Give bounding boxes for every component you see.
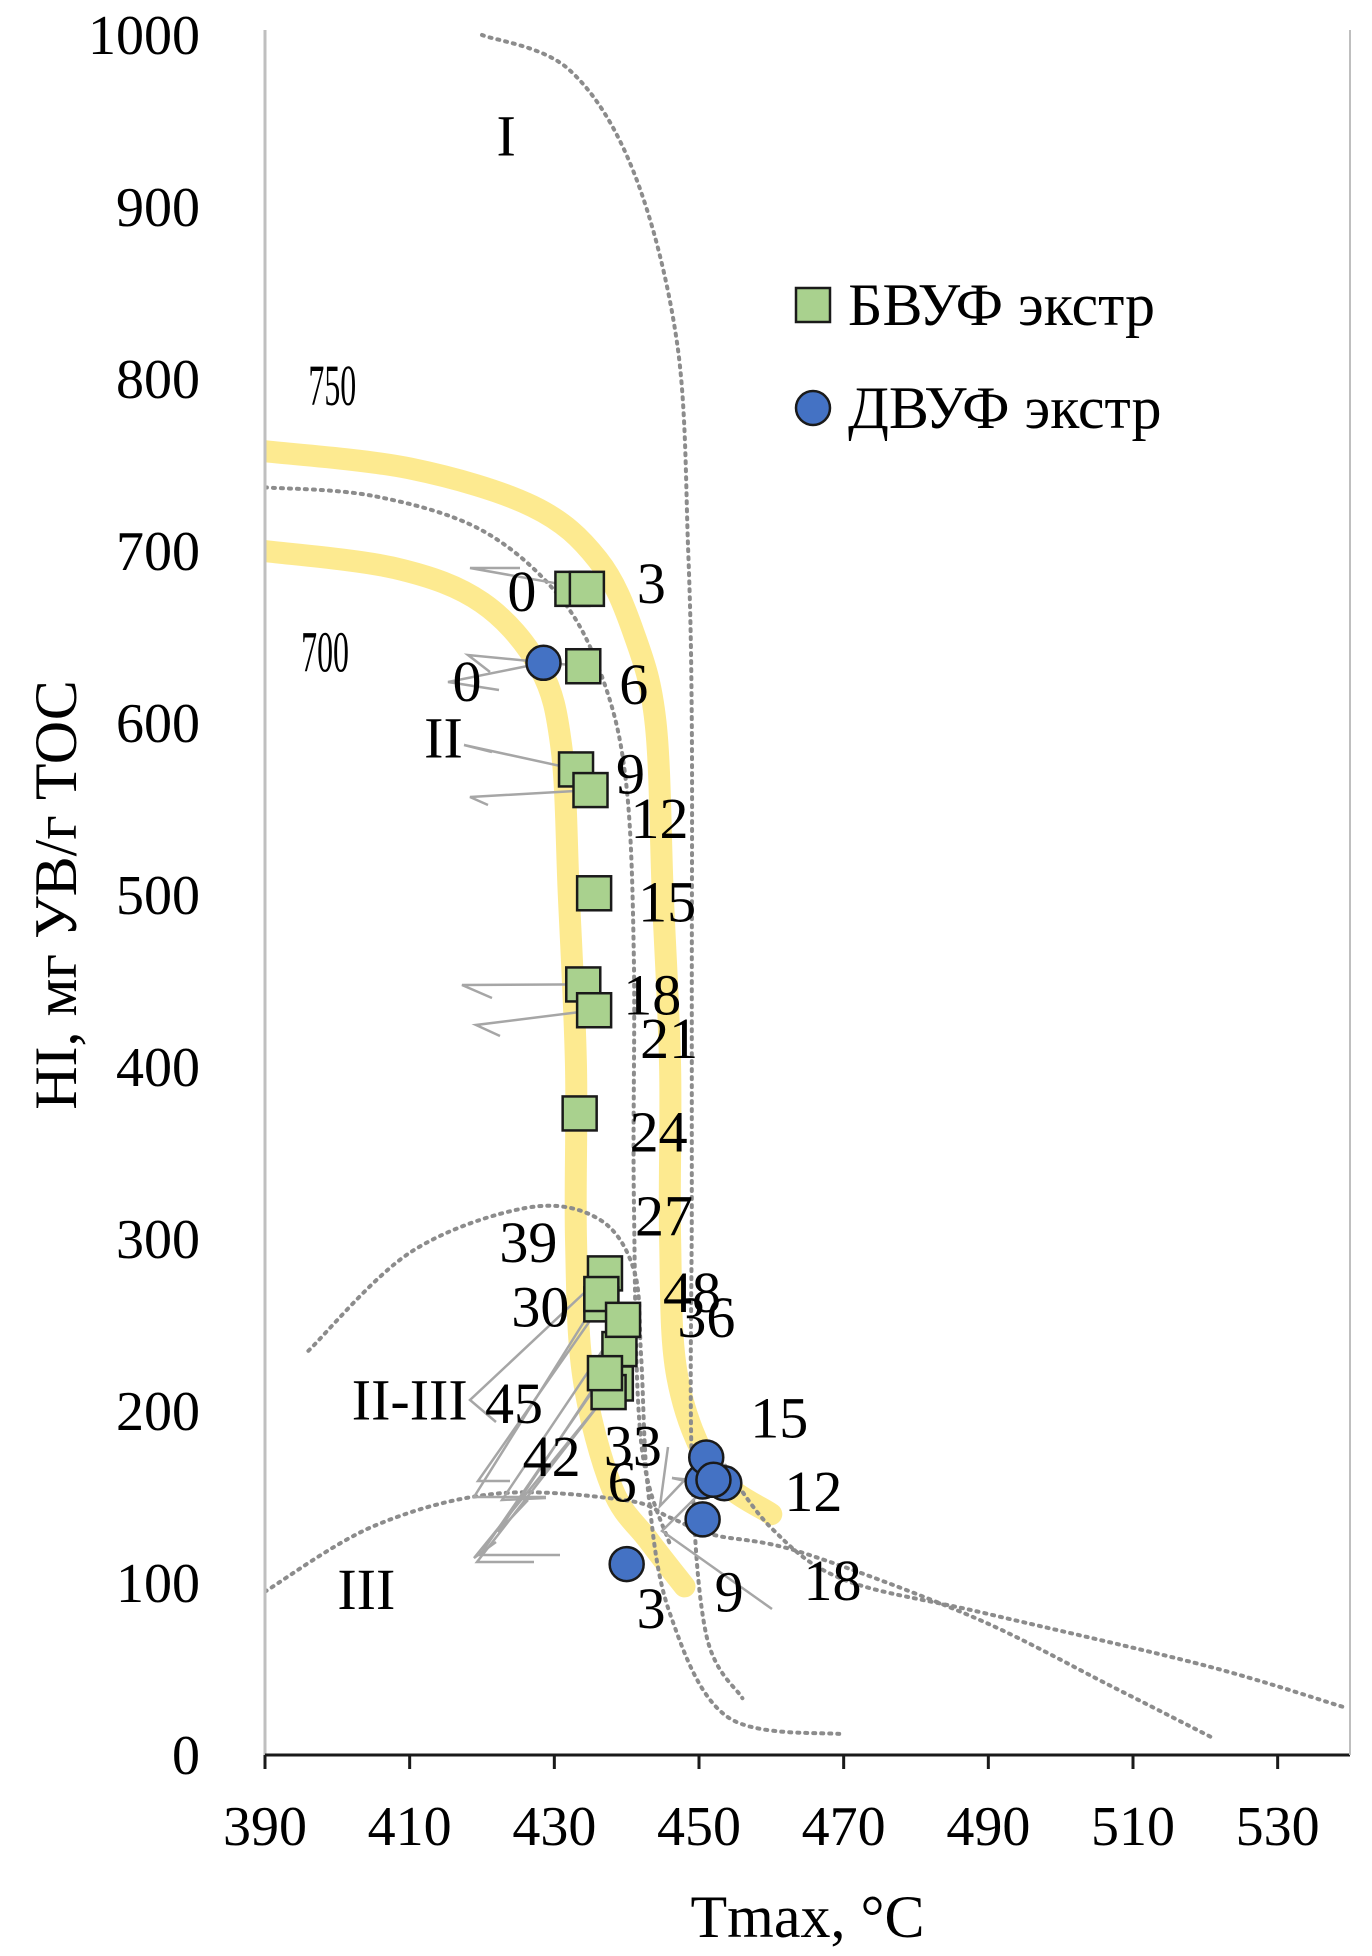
bvuf-point-6: [565, 647, 602, 685]
x-tick-label: 510: [1091, 1796, 1175, 1858]
bvuf-point-label-39: 39: [499, 1210, 557, 1275]
zone-label-750: 750: [308, 354, 356, 418]
y-axis-title: HI, мг УВ/г ТОС: [23, 680, 89, 1110]
legend-marker-square: [794, 286, 832, 324]
leader-line: [471, 1293, 603, 1499]
zone-label-i: I: [496, 103, 515, 168]
zone-label-700: 700: [301, 621, 349, 685]
bvuf-point-label-27: 27: [635, 1183, 693, 1248]
y-tick-label: 100: [116, 1553, 200, 1615]
bvuf-point-label-6: 6: [619, 652, 648, 717]
dvuf-point-18: [695, 1461, 732, 1499]
leader-line: [471, 1008, 595, 1038]
zone-label-iii: III: [337, 1557, 395, 1622]
bvuf-point-label-30: 30: [511, 1274, 569, 1339]
legend: БВУФ экстр ДВУФ экстр: [794, 272, 1162, 441]
bvuf-point-label-12: 12: [631, 786, 689, 851]
legend-label-bvuf: БВУФ экстр: [848, 272, 1155, 338]
bvuf-point-45: [586, 1354, 624, 1392]
zone-label-ii: II: [424, 705, 463, 770]
bvuf-point-21: [575, 991, 613, 1029]
bvuf-point-label-24: 24: [630, 1099, 688, 1164]
x-tick-label: 490: [946, 1796, 1030, 1858]
leader-line: [447, 661, 544, 692]
y-tick-label: 0: [172, 1725, 200, 1787]
dvuf-point-label-9: 9: [715, 1559, 744, 1624]
y-tick-label: 200: [116, 1381, 200, 1443]
y-tick-label: 800: [116, 349, 200, 411]
boundary-right-tail-dotted: [718, 1457, 1345, 1709]
leader-line: [461, 983, 584, 1000]
leader-line: [463, 743, 577, 771]
dvuf-point-label-3: 3: [637, 1576, 666, 1641]
x-axis-title: Tmax, °C: [691, 1884, 925, 1950]
dvuf-point-9: [684, 1501, 721, 1538]
bvuf-point-label-21: 21: [640, 1006, 698, 1071]
legend-label-dvuf: ДВУФ экстр: [848, 375, 1162, 441]
bvuf-point-label-0: 0: [507, 559, 536, 624]
bvuf-point-label-18: 18: [623, 962, 681, 1027]
bvuf-point-label-48: 48: [663, 1260, 721, 1325]
leader-line: [474, 1391, 610, 1564]
leader-line: [468, 1272, 606, 1423]
dvuf-point-label-12: 12: [784, 1459, 842, 1524]
bvuf-point-label-15: 15: [638, 869, 696, 934]
x-tick-label: 470: [802, 1796, 886, 1858]
leader-line: [475, 1303, 603, 1483]
dvuf-point-label-18: 18: [803, 1548, 861, 1613]
zone-label-ii-iii: II-III: [352, 1368, 468, 1433]
x-tick-label: 410: [368, 1796, 452, 1858]
bvuf-point-label-45: 45: [485, 1371, 543, 1436]
bvuf-point-12: [572, 771, 609, 809]
y-tick-label: 1000: [88, 5, 200, 67]
dvuf-point-label-15: 15: [750, 1385, 808, 1450]
bvuf-point-48: [604, 1301, 642, 1339]
leader-line: [499, 1319, 625, 1502]
bvuf-point-15: [575, 875, 613, 912]
y-tick-label: 600: [116, 693, 200, 755]
x-tick-label: 450: [657, 1796, 741, 1858]
x-tick-label: 530: [1236, 1796, 1320, 1858]
y-tick-label: 500: [116, 865, 200, 927]
y-tick-label: 400: [116, 1037, 200, 1099]
leader-line: [477, 1372, 607, 1557]
leader-line: [469, 788, 591, 807]
bvuf-point-label-33: 33: [604, 1413, 662, 1478]
isotherm-band-iso-750: [265, 440, 783, 1526]
bvuf-point-3: [568, 570, 606, 608]
dvuf-point-0: [525, 644, 562, 682]
x-tick-label: 390: [223, 1796, 307, 1858]
y-tick-label: 300: [116, 1209, 200, 1271]
dvuf-point-label-6: 6: [608, 1450, 637, 1515]
legend-marker-circle: [794, 389, 832, 427]
y-tick-label: 700: [116, 521, 200, 583]
bvuf-point-label-36: 36: [677, 1285, 735, 1350]
bvuf-point-label-42: 42: [523, 1424, 581, 1489]
y-tick-label: 900: [116, 177, 200, 239]
bvuf-point-label-9: 9: [616, 741, 645, 806]
bvuf-point-24: [561, 1095, 598, 1132]
dvuf-point-3: [608, 1545, 645, 1583]
dvuf-point-label-0: 0: [452, 649, 481, 714]
x-tick-label: 430: [512, 1796, 596, 1858]
leader-line: [469, 566, 588, 591]
bvuf-point-label-3: 3: [637, 551, 666, 616]
